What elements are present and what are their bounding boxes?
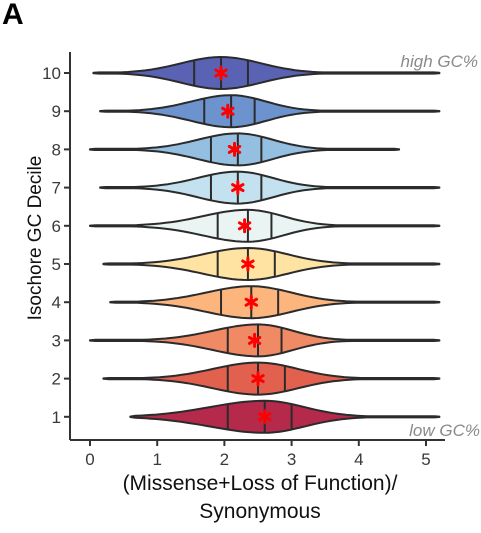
mean-marker-decile-6	[237, 218, 252, 234]
violin-decile-2	[102, 361, 441, 396]
x-tick-label: 5	[421, 450, 430, 469]
mean-marker-decile-9	[221, 103, 235, 119]
y-tick-label: 4	[52, 293, 61, 312]
x-axis-label: (Missense+Loss of Function)/ Synonymous	[60, 470, 460, 526]
violin-decile-4	[109, 285, 441, 320]
y-tick-label: 5	[52, 255, 61, 274]
violin-decile-9	[99, 94, 441, 129]
violin-decile-7	[99, 170, 441, 205]
violin-decile-8	[89, 132, 401, 167]
mean-marker-decile-8	[227, 141, 242, 157]
mean-marker-decile-10	[214, 65, 228, 81]
y-axis-label: Isochore GC Decile	[25, 155, 46, 321]
x-tick-label: 0	[85, 450, 94, 469]
violin-decile-10	[92, 56, 441, 90]
mean-marker-stroke	[251, 374, 265, 384]
y-tick-label: 7	[52, 179, 61, 198]
x-tick-label: 2	[220, 450, 229, 469]
y-tick-label: 8	[52, 140, 61, 159]
mean-marker-decile-5	[241, 256, 255, 272]
mean-marker-stroke	[258, 412, 272, 422]
mean-marker-stroke	[241, 259, 255, 269]
panel-label: A	[2, 0, 24, 31]
x-tick-label: 3	[287, 450, 296, 469]
violin-decile-3	[89, 323, 441, 358]
y-tick-label: 3	[52, 331, 61, 350]
mean-marker-stroke	[237, 221, 252, 231]
x-tick-label: 4	[354, 450, 363, 469]
mean-marker-stroke	[244, 297, 258, 307]
violin-decile-5	[102, 247, 441, 281]
x-axis-label-line-1: (Missense+Loss of Function)/	[122, 472, 398, 495]
mean-marker-decile-7	[231, 180, 245, 196]
x-axis-label-line-2: Synonymous	[199, 500, 321, 523]
annotation-low-gc: low GC%	[409, 421, 480, 440]
mean-marker-stroke	[231, 183, 245, 193]
mean-marker-decile-2	[251, 371, 265, 387]
mean-marker-decile-3	[247, 332, 262, 348]
y-tick-label: 10	[42, 64, 61, 83]
mean-marker-stroke	[221, 106, 235, 116]
mean-marker-stroke	[247, 335, 262, 345]
violin-plot: 0 1 2 3 4 5 1 2 3 4 5 6 7 8 9 10 high GC% low GC%	[42, 52, 480, 469]
mean-marker-decile-1	[258, 409, 272, 425]
y-tick-label: 1	[52, 408, 61, 427]
x-tick-label: 1	[152, 450, 161, 469]
mean-marker-decile-4	[244, 294, 258, 310]
mean-marker-stroke	[227, 144, 242, 154]
y-tick-label: 2	[52, 370, 61, 389]
annotation-high-gc: high GC%	[401, 52, 478, 71]
violin-decile-6	[89, 208, 441, 243]
mean-marker-stroke	[214, 68, 228, 78]
y-tick-label: 9	[52, 102, 61, 121]
y-tick-label: 6	[52, 217, 61, 236]
violin-decile-1	[129, 399, 441, 434]
